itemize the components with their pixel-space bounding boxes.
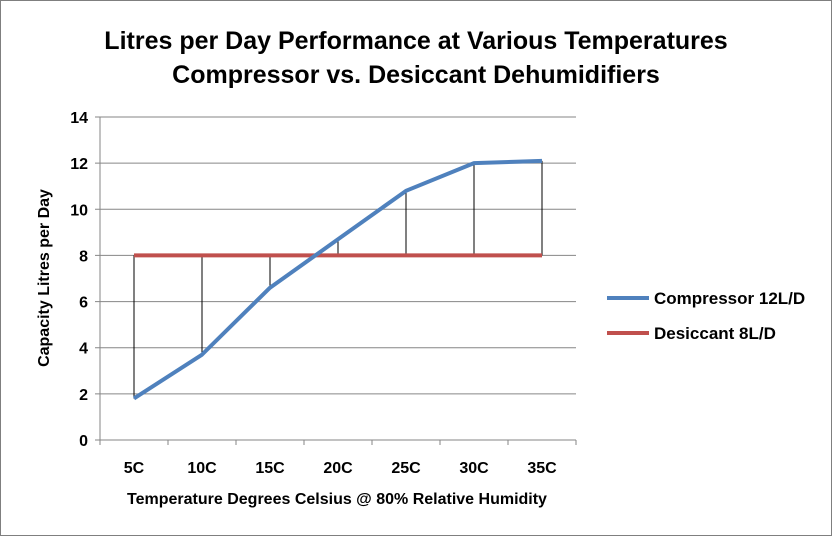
y-tick-label: 2 [79,387,88,404]
series-line-compressor [134,161,542,399]
y-tick-label: 4 [79,341,88,358]
x-tick-label: 20C [323,460,353,477]
x-axis-label: Temperature Degrees Celsius @ 80% Relati… [127,491,547,508]
x-tick-label: 10C [187,460,217,477]
legend: Compressor 12L/D Desiccant 8L/D [607,289,805,343]
x-tick-label: 5C [124,460,145,477]
chart-title: Litres per Day Performance at Various Te… [104,27,727,55]
legend-label: Desiccant 8L/D [654,324,776,343]
x-tick-label: 35C [527,460,557,477]
y-tick-label: 6 [79,295,88,312]
chart-subtitle: Compressor vs. Desiccant Dehumidifiers [172,61,660,89]
x-tick-label: 15C [255,460,285,477]
x-tick-label: 30C [459,460,489,477]
y-tick-label: 12 [70,156,88,173]
x-tick-label: 25C [391,460,421,477]
y-tick-label: 14 [70,110,88,127]
y-tick-label: 10 [70,202,88,219]
legend-label: Compressor 12L/D [654,289,805,308]
y-tick-label: 8 [79,248,88,265]
y-tick-label: 0 [79,433,88,450]
y-axis-label: Capacity Litres per Day [36,189,53,367]
